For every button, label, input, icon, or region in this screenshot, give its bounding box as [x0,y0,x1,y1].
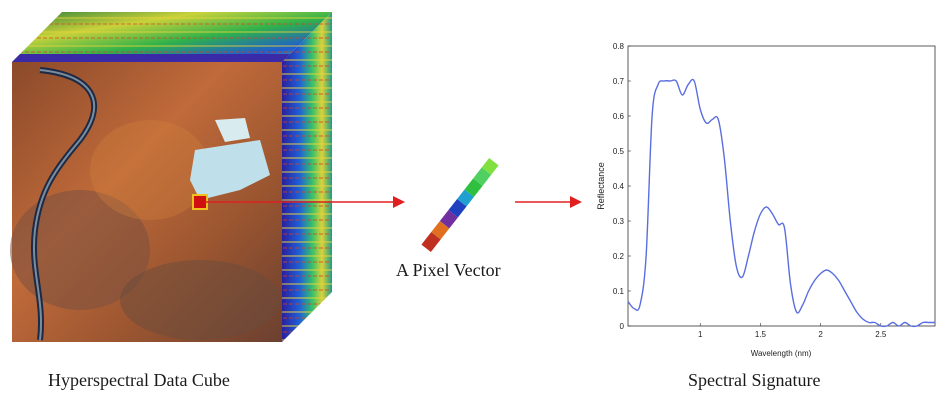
cube-caption: Hyperspectral Data Cube [48,370,230,390]
y-tick-label: 0.1 [613,287,625,296]
y-tick-label: 0.3 [613,217,625,226]
x-tick-label: 2 [818,330,823,339]
y-tick-label: 0.2 [613,252,625,261]
y-tick-label: 0.4 [613,182,625,191]
data-cube-graphic [10,12,332,342]
y-tick-label: 0.8 [613,42,625,51]
pixel-vector-graphic [421,157,499,253]
y-tick-label: 0.7 [613,77,625,86]
arrow-cube-to-vector [205,196,405,208]
y-tick-label: 0.5 [613,147,625,156]
arrow-vector-to-chart [515,196,582,208]
x-axis-label: Wavelength (nm) [751,349,812,358]
x-tick-label: 1.5 [755,330,767,339]
y-axis-label: Reflectance [596,162,606,210]
spectrum-line [627,78,935,328]
plot-frame [627,45,936,327]
vector-caption: A Pixel Vector [396,260,501,280]
spectral-signature-chart: 0 0.1 0.2 0.3 0.4 0.5 0.6 0.7 0.8 1 1.5 2 2.5 Refle… [596,42,936,358]
y-tick-label: 0.6 [613,112,625,121]
y-tick-label: 0 [620,322,625,331]
x-tick-label: 2.5 [875,330,887,339]
signature-caption: Spectral Signature [688,370,821,390]
x-tick-label: 1 [698,330,703,339]
